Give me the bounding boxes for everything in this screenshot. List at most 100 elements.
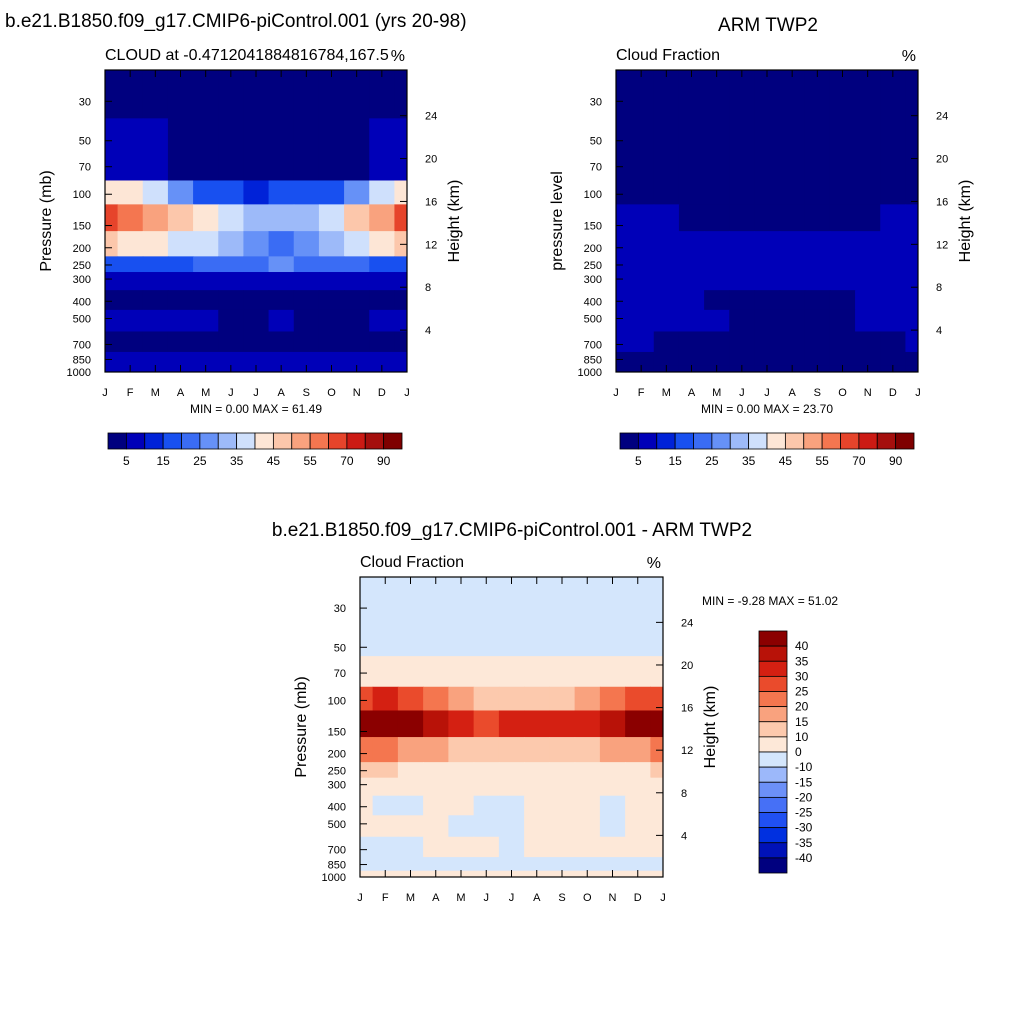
colorbar-swatch	[758, 842, 788, 859]
cell	[549, 710, 576, 738]
cell	[754, 118, 781, 182]
cell	[729, 331, 756, 353]
x-tick-label: J	[613, 387, 619, 399]
cell	[599, 656, 626, 688]
y-tick-label: 500	[328, 819, 346, 831]
x-tick-label: S	[558, 892, 565, 904]
cell	[599, 815, 626, 838]
cell	[549, 686, 576, 712]
x-tick-label: O	[327, 387, 336, 399]
cell	[549, 737, 576, 763]
cell	[498, 710, 525, 738]
cell	[704, 272, 730, 291]
cell	[167, 256, 194, 273]
x-tick-label: O	[838, 387, 847, 399]
colorbar-label: 90	[889, 454, 903, 468]
colorbar-label: 35	[230, 454, 244, 468]
cell	[704, 204, 730, 232]
cell	[729, 204, 756, 232]
cell	[394, 180, 407, 205]
y-axis-label: Pressure (mb)	[38, 170, 55, 271]
cell	[653, 309, 680, 333]
cell	[779, 70, 806, 119]
cell	[372, 762, 399, 779]
cell	[423, 608, 449, 657]
colorbar-label: -40	[795, 851, 813, 865]
height-tick-label: 12	[936, 239, 948, 251]
cell	[167, 309, 194, 333]
x-tick-label: J	[102, 387, 108, 399]
chart-title: b.e21.B1850.f09_g17.CMIP6-piControl.001 …	[5, 11, 467, 32]
cell	[293, 70, 320, 119]
cell	[293, 331, 320, 353]
cell	[498, 836, 525, 858]
cell	[372, 710, 399, 738]
cell	[369, 180, 396, 205]
cell	[628, 290, 655, 311]
cell	[394, 70, 407, 119]
cell	[524, 656, 550, 688]
cell	[599, 686, 626, 712]
cell	[473, 608, 500, 657]
cell	[318, 180, 345, 205]
colorbar-label: 25	[193, 454, 207, 468]
colorbar-label: 5	[123, 454, 130, 468]
cell	[653, 70, 680, 119]
cell	[804, 331, 831, 353]
cell	[729, 351, 756, 367]
cell	[117, 180, 144, 205]
cell	[369, 351, 396, 367]
cell	[498, 777, 525, 797]
colorbar-swatch	[711, 432, 731, 450]
colorbar-label: 35	[742, 454, 756, 468]
cell	[625, 777, 651, 797]
x-tick-label: F	[382, 892, 389, 904]
cell	[905, 70, 918, 119]
cell	[397, 857, 424, 872]
colorbar-swatch	[758, 645, 788, 662]
cell	[628, 118, 655, 182]
colorbar-swatch	[840, 432, 860, 450]
colorbar-swatch	[766, 432, 786, 450]
colorbar-swatch	[876, 432, 897, 450]
cell	[243, 231, 270, 257]
cell	[218, 351, 245, 367]
cell	[167, 70, 194, 119]
x-tick-label: J	[484, 892, 490, 904]
colorbar-label: -15	[795, 775, 813, 789]
cell	[498, 656, 525, 688]
cell	[855, 118, 881, 182]
cell	[754, 331, 781, 353]
cell	[574, 762, 601, 779]
cell	[193, 290, 219, 311]
cell	[105, 309, 119, 333]
colorbar-swatch	[637, 432, 658, 450]
cell	[650, 762, 663, 779]
cell	[650, 870, 663, 877]
contour-field	[360, 577, 663, 877]
colorbar-swatch	[784, 432, 805, 450]
colorbar-label: 15	[156, 454, 170, 468]
cell	[804, 204, 831, 232]
colorbar-label: -30	[795, 821, 813, 835]
y-tick-label: 300	[584, 274, 602, 286]
height-tick-label: 8	[425, 282, 431, 294]
cell	[625, 815, 651, 838]
cell	[372, 836, 399, 858]
cell	[880, 331, 907, 353]
cell	[678, 290, 705, 311]
cell	[653, 290, 680, 311]
cell	[779, 204, 806, 232]
cell	[117, 70, 144, 119]
cell	[105, 70, 119, 119]
cell	[318, 309, 345, 333]
cell	[678, 351, 705, 367]
cell	[218, 290, 245, 311]
cell	[423, 686, 449, 712]
cell	[628, 331, 655, 353]
cell	[344, 290, 370, 311]
cell	[397, 815, 424, 838]
cell	[524, 795, 550, 816]
min-max-label: MIN = -9.28 MAX = 51.02	[702, 594, 838, 608]
